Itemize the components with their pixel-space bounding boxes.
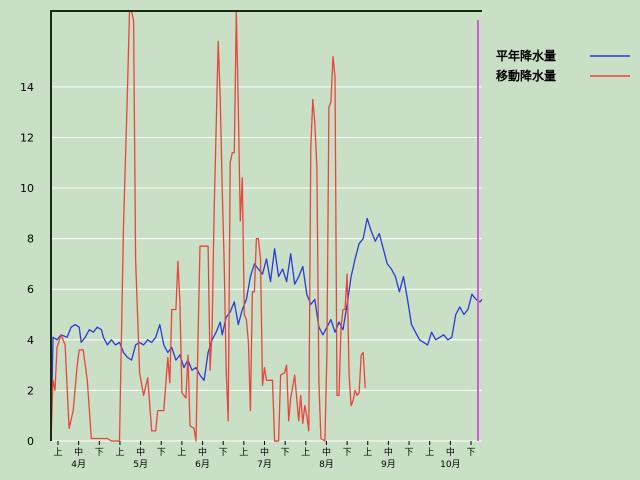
y-tick-label: 12: [20, 131, 34, 144]
x-tick-label: 上: [425, 447, 434, 458]
x-tick-label: 上: [301, 447, 310, 458]
y-tick-label: 14: [20, 81, 34, 94]
month-label: 9月: [381, 459, 396, 470]
y-tick-label: 6: [27, 283, 34, 296]
x-tick-label: 中: [322, 446, 331, 458]
x-tick-label: 上: [177, 447, 186, 458]
x-tick-label: 中: [446, 446, 455, 458]
y-axis: 0 2 4 6 8 10 12 14: [20, 81, 34, 448]
x-tick-label: 中: [136, 446, 145, 458]
month-label: 10月: [440, 459, 460, 470]
x-tick-label: 上: [239, 447, 248, 458]
y-tick-label: 4: [27, 334, 34, 347]
x-tick-label: 下: [343, 448, 352, 458]
x-tick-label: 中: [198, 446, 207, 458]
month-label: 7月: [257, 459, 272, 470]
x-tick-label: 中: [260, 446, 269, 458]
month-label: 6月: [195, 459, 210, 470]
x-tick-label: 下: [157, 448, 166, 458]
x-axis: 上 中 下 上 中 下 上 中 下 上 中 下 上 中 下 上 中 下 上 中 下 4月 5月 6月 7月 8月 9月 10月: [53, 441, 476, 470]
y-tick-label: 8: [27, 233, 34, 246]
month-label: 4月: [71, 459, 86, 470]
legend-label: 移動降水量: [496, 68, 556, 83]
x-tick-label: 下: [219, 448, 228, 458]
y-tick-label: 0: [27, 435, 34, 448]
x-tick-label: 下: [405, 448, 414, 458]
x-tick-label: 中: [74, 446, 83, 458]
x-tick-label: 中: [384, 446, 393, 458]
month-label: 8月: [319, 459, 334, 470]
x-tick-label: 下: [95, 448, 104, 458]
y-tick-label: 10: [20, 182, 34, 195]
x-tick-label: 上: [363, 447, 372, 458]
x-tick-label: 上: [115, 447, 124, 458]
legend-label: 平年降水量: [496, 48, 556, 63]
y-tick-label: 2: [27, 384, 34, 397]
x-tick-label: 下: [281, 448, 290, 458]
series-line-0: [50, 217, 483, 442]
x-tick-label: 上: [53, 447, 62, 458]
month-label: 5月: [133, 459, 148, 470]
x-tick-label: 下: [466, 448, 475, 458]
